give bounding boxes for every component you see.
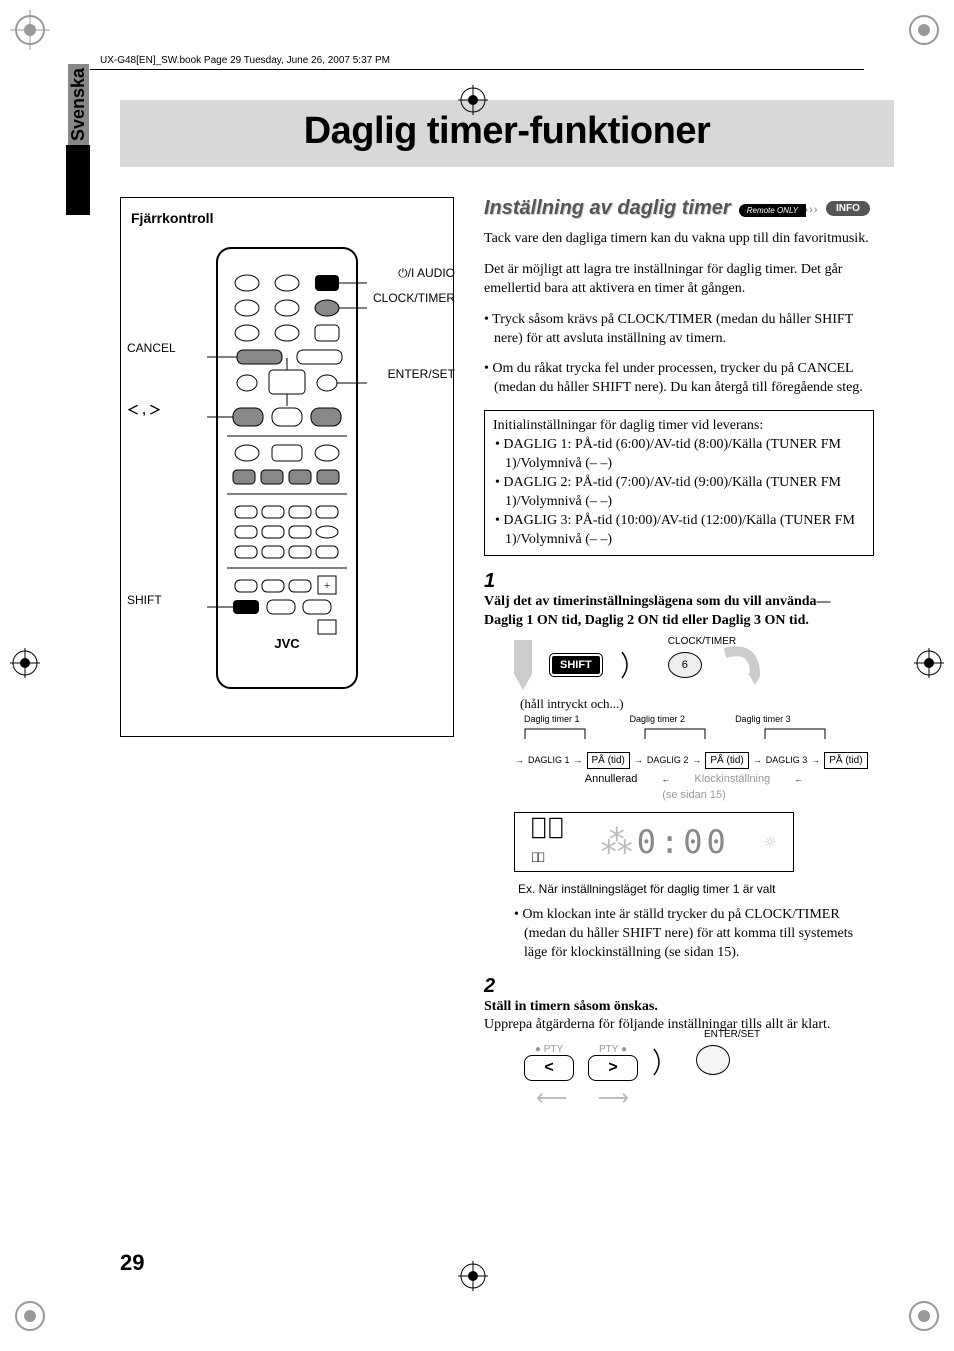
crop-mark-br bbox=[904, 1296, 944, 1341]
step-2: 2 Ställ in timern såsom önskas. Upprepa … bbox=[484, 975, 874, 1034]
intro-p1: Tack vare den dagliga timern kan du vakn… bbox=[484, 230, 874, 249]
page-title: Daglig timer-funktioner bbox=[120, 110, 894, 153]
intro-bullet-1: • Tryck såsom krävs på CLOCK/TIMER (meda… bbox=[484, 311, 874, 349]
step-2-number: 2 bbox=[484, 975, 504, 998]
sun-icon: ☼ bbox=[764, 830, 776, 854]
flow-header-2: Daglig timer 2 bbox=[630, 714, 686, 724]
crop-mark-tl bbox=[10, 10, 50, 55]
clock-timer-label: CLOCK/TIMER bbox=[668, 636, 736, 647]
header-divider bbox=[90, 69, 864, 70]
right-arrow-icon: ⟶ bbox=[598, 1085, 630, 1111]
remote-label-enter: ENTER/SET bbox=[388, 367, 455, 381]
init-item-2: • DAGLIG 2: PÅ-tid (7:00)/AV-tid (9:00)/… bbox=[493, 474, 865, 512]
enter-set-label: ENTER/SET bbox=[704, 1029, 760, 1040]
flow-see-page: (se sidan 15) bbox=[515, 789, 873, 801]
remote-title: Fjärrkontroll bbox=[131, 210, 443, 226]
pty-right-label: PTY bbox=[599, 1044, 618, 1055]
remote-control-box: Fjärrkontroll bbox=[120, 197, 454, 737]
svg-text:+: + bbox=[324, 578, 331, 592]
svg-text:JVC: JVC bbox=[274, 636, 300, 651]
step-2-diagram: ● PTY < PTY ● > ENTER/SET ⟵ ⟶ bbox=[524, 1044, 874, 1111]
flow-d2: DAGLIG 2 bbox=[647, 755, 689, 765]
remote-label-clock: CLOCK/TIMER bbox=[373, 291, 455, 305]
remote-label-shift: SHIFT bbox=[127, 593, 162, 607]
enter-set-button bbox=[696, 1045, 730, 1075]
flow-header-3: Daglig timer 3 bbox=[735, 714, 791, 724]
registration-mark bbox=[914, 648, 944, 678]
step-1-note: • Om klockan inte är ställd trycker du p… bbox=[514, 906, 874, 963]
bracket-icon bbox=[620, 650, 650, 680]
bracket-icon bbox=[652, 1047, 682, 1077]
remote-label-arrows: ＜ , ＞ bbox=[127, 401, 161, 418]
intro-p2: Det är möjligt att lagra tre inställning… bbox=[484, 261, 874, 299]
flow-d1: DAGLIG 1 bbox=[528, 755, 570, 765]
step-1-diagram: SHIFT CLOCK/TIMER 6 (håll intryckt och..… bbox=[514, 640, 874, 963]
section-header: Inställning av daglig timer Remote ONLY›… bbox=[484, 197, 874, 220]
flow-annullerad: Annullerad bbox=[585, 773, 638, 785]
remote-illustration: + JVC bbox=[131, 238, 443, 703]
step-2-bold: Ställ in timern såsom önskas. bbox=[484, 999, 658, 1014]
init-item-3: • DAGLIG 3: PÅ-tid (10:00)/AV-tid (12:00… bbox=[493, 512, 865, 550]
step-1: 1 Välj det av timerinställningslägena so… bbox=[484, 570, 874, 629]
init-title: Initialinställningar för daglig timer vi… bbox=[493, 417, 865, 436]
section-heading: Inställning av daglig timer bbox=[484, 197, 731, 220]
crop-mark-bl bbox=[10, 1296, 50, 1341]
language-tab: Svenska bbox=[68, 64, 89, 145]
badge-info: INFO bbox=[826, 201, 870, 216]
flow-p3: PÅ (tid) bbox=[824, 752, 867, 769]
flow-d3: DAGLIG 3 bbox=[766, 755, 808, 765]
left-arrow-icon: ⟵ bbox=[536, 1085, 568, 1111]
down-arrow-icon bbox=[514, 640, 532, 690]
remote-label-cancel: CANCEL bbox=[127, 341, 176, 355]
step-2-text: Upprepa åtgärderna för följande inställn… bbox=[484, 1017, 830, 1032]
step-1-text: Välj det av timerinställningslägena som … bbox=[484, 594, 831, 627]
button-6: 6 bbox=[668, 652, 702, 678]
registration-mark bbox=[458, 1261, 488, 1291]
page-number: 29 bbox=[120, 1250, 144, 1276]
flow-row-bottom: Annullerad ← Klockinställning ← bbox=[515, 773, 873, 785]
flow-row: →DAGLIG 1→ PÅ (tid) →DAGLIG 2→ PÅ (tid) … bbox=[515, 752, 873, 769]
flow-p2: PÅ (tid) bbox=[705, 752, 748, 769]
title-banner: Daglig timer-funktioner bbox=[120, 100, 894, 167]
pty-left-label: PTY bbox=[544, 1044, 563, 1055]
registration-mark bbox=[458, 85, 488, 115]
step-1-number: 1 bbox=[484, 570, 504, 593]
hold-instruction: (håll intryckt och...) bbox=[520, 696, 874, 712]
flow-p1: PÅ (tid) bbox=[587, 752, 630, 769]
flow-bracket-top bbox=[515, 725, 875, 743]
shift-button: SHIFT bbox=[550, 654, 602, 676]
badge-remote-only: Remote ONLY››› bbox=[739, 200, 818, 218]
flow-header-1: Daglig timer 1 bbox=[524, 714, 580, 724]
intro-bullet-2: • Om du råkat trycka fel under processen… bbox=[484, 360, 874, 398]
display-caption: Ex. När inställningsläget för daglig tim… bbox=[518, 882, 874, 896]
pty-left-button: < bbox=[524, 1055, 574, 1081]
init-item-1: • DAGLIG 1: PÅ-tid (6:00)/AV-tid (8:00)/… bbox=[493, 436, 865, 474]
crop-mark-tr bbox=[904, 10, 944, 55]
flow-headers: Daglig timer 1 Daglig timer 2 Daglig tim… bbox=[524, 714, 874, 724]
initial-settings-box: Initialinställningar för daglig timer vi… bbox=[484, 410, 874, 556]
display-panel: ⎕⎕⎕⎕ ⁂0:00 ☼ bbox=[514, 812, 794, 872]
curved-arrow-icon bbox=[720, 645, 760, 685]
pty-right-button: > bbox=[588, 1055, 638, 1081]
flow-klock: Klockinställning bbox=[694, 773, 770, 785]
remote-label-audio: ⏻/I AUDIO bbox=[398, 266, 455, 281]
page-header-filepath: UX-G48[EN]_SW.book Page 29 Tuesday, June… bbox=[100, 55, 894, 66]
registration-mark bbox=[10, 648, 40, 678]
